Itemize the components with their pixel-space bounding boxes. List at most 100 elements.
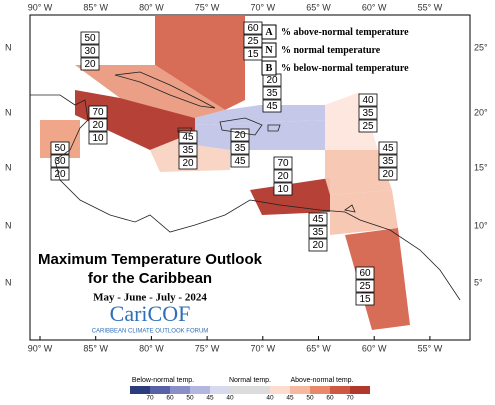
probability-cell [262, 99, 282, 113]
lon-label-bottom: 70° W [250, 343, 275, 353]
forecast-region [40, 120, 80, 158]
frame-labels: 90° W 90° W 85° W 85° W 80° W 80° W 75° W 75° W… [5, 2, 488, 353]
cuba [114, 71, 216, 109]
probability-cell [308, 238, 328, 252]
forecast-region [75, 90, 195, 150]
colorbar-swatch [210, 386, 230, 394]
key-box [261, 42, 277, 58]
lon-label-top: 55° W [418, 2, 443, 12]
probability-cell [358, 93, 378, 107]
colorbar-swatch [170, 386, 190, 394]
probability-cell [178, 143, 198, 157]
key-text: % below-normal temperature [281, 63, 409, 74]
lat-label-left: N [5, 42, 12, 52]
forecast-region [75, 65, 225, 118]
probability-value: 45 [382, 143, 394, 154]
forecast-region [195, 105, 325, 125]
lon-label-bottom: 85° W [83, 343, 108, 353]
key-box [261, 24, 277, 40]
probability-value: 25 [362, 121, 374, 132]
probability-cell [50, 141, 70, 155]
forecast-region [330, 190, 398, 235]
probability-value: 35 [266, 88, 278, 99]
key: A % above-normal temperature N % normal tem… [261, 24, 409, 76]
colorbar-swatch [150, 386, 170, 394]
probability-cell [230, 141, 250, 155]
probability-value: 45 [182, 132, 194, 143]
probability-value: 20 [266, 75, 278, 86]
colorbar-tick: 40 [226, 395, 234, 400]
probability-cell [308, 212, 328, 226]
lon-label-bottom: 90° W [28, 343, 53, 353]
probability-cell [50, 154, 70, 168]
lon-label-bottom: 55° W [418, 343, 443, 353]
lon-label-bottom: 75° W [195, 343, 220, 353]
colorbar-swatch [270, 386, 290, 394]
lon-label-top: 75° W [195, 2, 220, 12]
probability-cell [358, 119, 378, 133]
logo-subtitle: CARIBBEAN CLIMATE OUTLOOK FORUM [92, 329, 209, 335]
coastlines [30, 71, 461, 301]
colorbar-swatch [350, 386, 370, 394]
key-letter: B [266, 63, 273, 74]
probability-cell [80, 44, 100, 58]
colorbar-tick: 70 [346, 395, 354, 400]
lon-label-top: 90° W [28, 2, 53, 12]
probability-cell [378, 154, 398, 168]
probability-value: 45 [234, 156, 246, 167]
colorbar-below-label: Below-normal temp. [132, 377, 194, 384]
probability-value: 10 [277, 184, 289, 195]
probability-value: 35 [382, 156, 394, 167]
probability-cell [80, 31, 100, 45]
probability-value: 50 [54, 143, 66, 154]
probability-value: 25 [247, 36, 259, 47]
lon-label-bottom: 60° W [362, 343, 387, 353]
regions: 60 25 15 50 30 20 70 20 10 50 30 20 20 35 45 45 35 20 20 35… [40, 15, 410, 330]
probability-value: 35 [312, 227, 324, 238]
title-line1: Maximum Temperature Outlook [38, 251, 263, 268]
probability-cell [178, 130, 198, 144]
probability-cell [230, 154, 250, 168]
colorbar-tick: 60 [326, 395, 334, 400]
probability-cell [355, 292, 375, 306]
probability-value: 40 [362, 95, 374, 106]
probability-value: 20 [54, 169, 66, 180]
colorbar: Below-normal temp. Normal temp. Above-norm… [130, 377, 370, 402]
colorbar-swatch [250, 386, 270, 394]
probability-cell [273, 169, 293, 183]
probability-value: 25 [359, 281, 371, 292]
mainland-coast [30, 94, 461, 301]
probability-value: 45 [312, 214, 324, 225]
colorbar-swatch [190, 386, 210, 394]
probability-cell [355, 279, 375, 293]
lat-label-right: 5° [474, 277, 483, 287]
lat-label-right: 25° [474, 42, 488, 52]
probability-cell [273, 156, 293, 170]
forecast-region [250, 178, 330, 215]
probability-value: 35 [182, 145, 194, 156]
probability-value: 20 [182, 158, 194, 169]
lon-label-top: 70° W [250, 2, 275, 12]
lat-label-left: N [5, 107, 12, 117]
trinidad [344, 204, 356, 213]
probability-cell [355, 266, 375, 280]
probability-cell [243, 34, 263, 48]
colorbar-normal-label: Normal temp. [229, 377, 271, 384]
probability-value: 70 [92, 107, 104, 118]
probability-value: 60 [247, 23, 259, 34]
lat-label-right: 20° [474, 107, 488, 117]
forecast-region [195, 120, 325, 150]
colorbar-tick: 50 [306, 395, 314, 400]
jamaica [177, 127, 193, 134]
colorbar-tick: 40 [266, 395, 274, 400]
key-letter: N [265, 45, 273, 56]
probability-cell [273, 182, 293, 196]
lat-label-left: N [5, 220, 12, 230]
lon-label-top: 65° W [306, 2, 331, 12]
lat-label-left: N [5, 277, 12, 287]
forecast-region [325, 150, 392, 195]
colorbar-swatch [330, 386, 350, 394]
forecast-region [345, 228, 410, 330]
colorbar-tick: 45 [206, 395, 214, 400]
probability-value: 50 [84, 33, 96, 44]
